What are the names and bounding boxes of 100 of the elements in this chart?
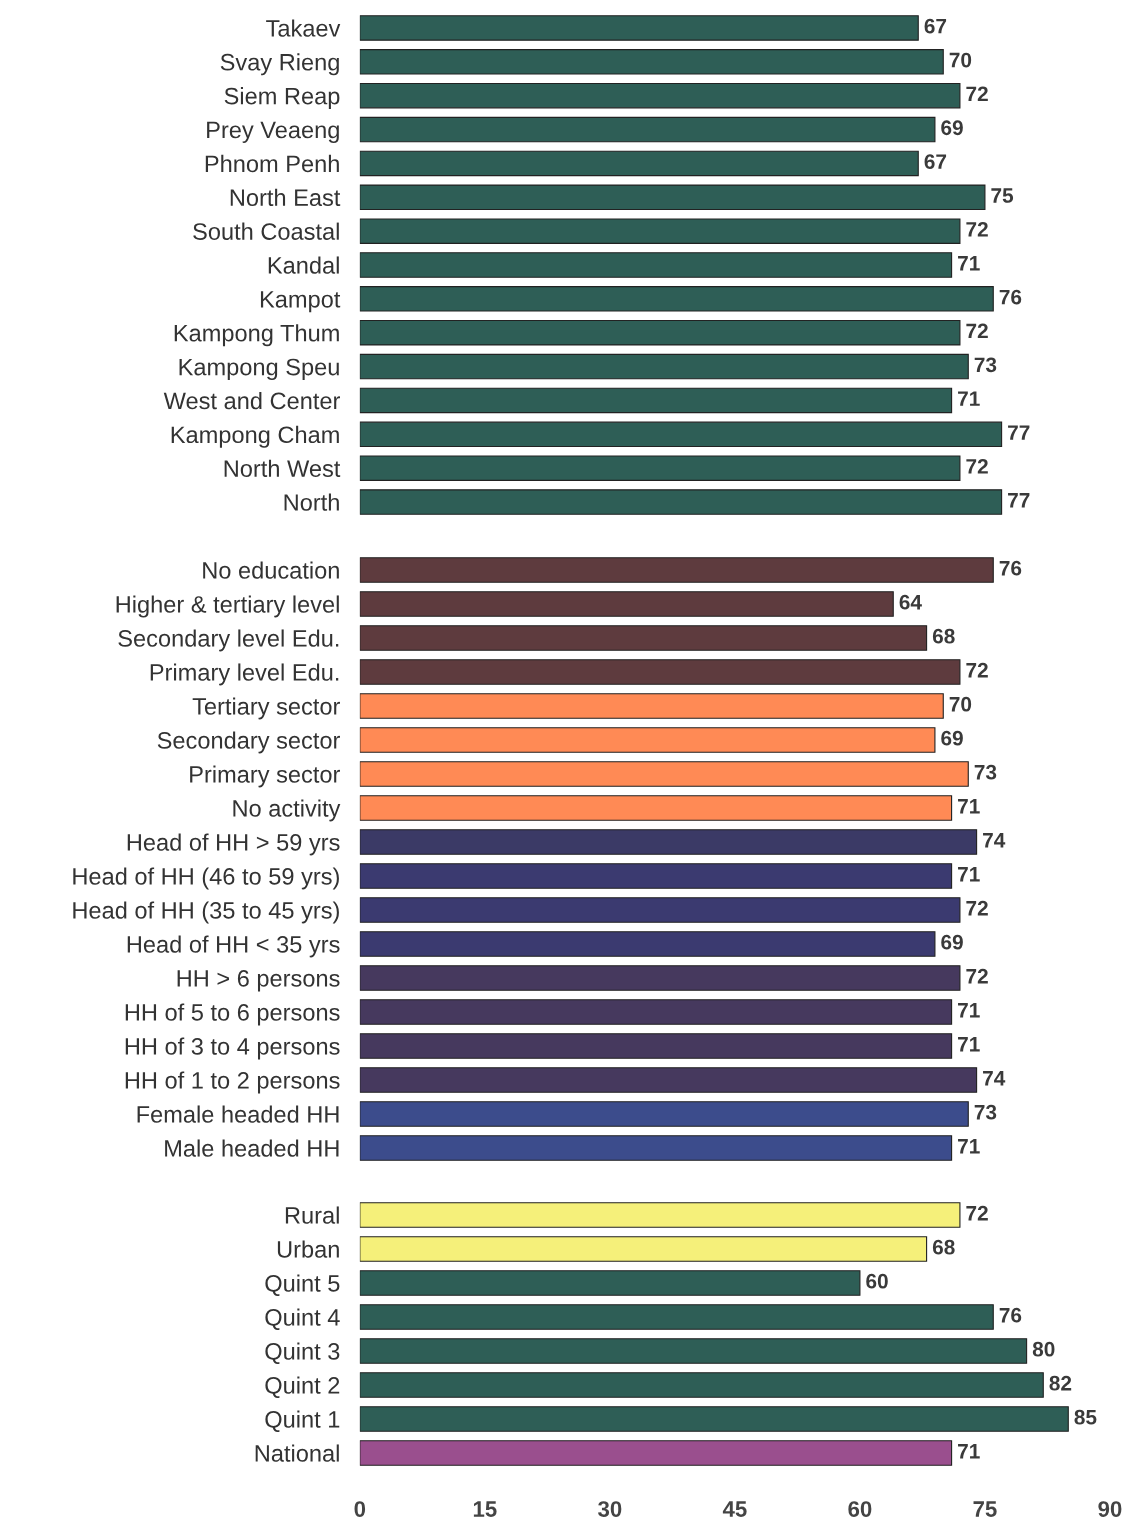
bar: [359, 965, 961, 991]
data-label: 71: [958, 1444, 980, 1459]
bar: [359, 150, 919, 177]
bar: [359, 897, 961, 923]
x-tick-label: 90: [1098, 1501, 1122, 1517]
y-tick-label: Prey Veaeng: [207, 121, 339, 143]
data-label: 68: [932, 1239, 955, 1255]
data-label: 64: [899, 594, 922, 610]
bar: [359, 184, 986, 211]
y-tick-label: Svay Rieng: [220, 53, 339, 76]
y-tick-label: HH of 5 to 6 persons: [125, 1003, 340, 1026]
y-tick-label: Tertiary sector: [192, 697, 341, 720]
bar: [359, 82, 961, 109]
y-tick-label: Primary level Edu.: [150, 663, 339, 686]
y-tick-label: Kampong Speu: [179, 358, 339, 381]
bar: [359, 1067, 978, 1093]
data-label: 71: [958, 867, 980, 882]
bar: [359, 1135, 953, 1161]
bar: [359, 1338, 1028, 1364]
y-tick-label: Female headed HH: [137, 1105, 339, 1123]
y-tick-label: Quint 4: [265, 1308, 340, 1331]
data-label: 69: [941, 934, 963, 950]
y-tick-label: North: [284, 493, 339, 511]
bar: [359, 319, 961, 346]
bar: [359, 421, 1003, 448]
y-tick-label: South Coastal: [193, 222, 339, 240]
data-label: 75: [991, 188, 1014, 203]
data-label: 72: [966, 459, 988, 474]
bar: [359, 1202, 961, 1228]
bar: [359, 49, 944, 75]
x-tick-label: 45: [722, 1501, 747, 1517]
bar: [359, 829, 978, 855]
bar: [359, 218, 961, 244]
data-label: 80: [1032, 1341, 1055, 1357]
data-label: 72: [966, 968, 988, 984]
data-label: 70: [949, 696, 972, 712]
data-label: 71: [958, 1139, 980, 1154]
bar: [359, 1372, 1044, 1398]
bar: [359, 1236, 928, 1262]
data-label: 71: [958, 799, 980, 814]
data-label: 71: [958, 256, 980, 271]
x-tick-label: 75: [973, 1501, 997, 1517]
data-label: 69: [941, 730, 963, 746]
data-label: 74: [983, 1071, 1006, 1086]
y-tick-label: Kampong Cham: [171, 425, 339, 448]
data-label: 67: [924, 154, 947, 169]
x-tick-label: 30: [598, 1501, 622, 1517]
y-tick-label: Takaev: [266, 19, 341, 37]
x-tick-label: 15: [473, 1501, 497, 1517]
data-label: 76: [999, 1307, 1022, 1323]
data-label: 73: [974, 357, 997, 373]
bar: [359, 455, 961, 481]
y-tick-label: HH of 3 to 4 persons: [125, 1037, 340, 1060]
y-tick-label: Kandal: [268, 256, 339, 274]
y-tick-label: Quint 1: [265, 1410, 340, 1433]
y-tick-label: West and Center: [163, 391, 341, 410]
bar: [359, 999, 953, 1025]
data-label: 60: [866, 1273, 888, 1289]
bar: [359, 1406, 1069, 1432]
bar: [359, 625, 928, 651]
y-tick-label: Higher & tertiary level: [116, 595, 339, 618]
data-label: 71: [958, 1037, 980, 1052]
y-tick-label: Kampot: [260, 291, 341, 313]
bar: [359, 1440, 953, 1466]
bar: [359, 727, 936, 753]
bar: [359, 353, 969, 380]
y-tick-label: North West: [224, 459, 341, 477]
bar: [359, 557, 994, 583]
bar: [359, 252, 953, 278]
y-tick-label: Kampong Thum: [174, 324, 339, 347]
bar: [359, 1101, 969, 1127]
y-tick-label: Quint 5: [265, 1274, 340, 1297]
bar: [359, 693, 944, 719]
y-tick-label: Quint 2: [265, 1376, 340, 1399]
data-label: 77: [1008, 425, 1030, 440]
y-tick-label: Quint 3: [265, 1342, 340, 1365]
bar: [359, 931, 936, 957]
data-label: 71: [958, 1003, 980, 1018]
bar: [359, 116, 936, 143]
y-tick-label: Head of HH (46 to 59 yrs): [73, 867, 339, 890]
bar: [359, 286, 994, 312]
bar: [359, 761, 969, 787]
bar: [359, 489, 1003, 515]
data-label: 85: [1074, 1409, 1097, 1425]
y-tick-label: National: [255, 1444, 339, 1462]
data-label: 72: [966, 1205, 988, 1221]
y-tick-label: Secondary level Edu.: [118, 629, 339, 652]
data-label: 72: [966, 86, 988, 102]
bar: [359, 1270, 861, 1296]
data-label: 82: [1049, 1375, 1072, 1391]
y-tick-label: No activity: [233, 799, 341, 822]
x-tick-label: 0: [354, 1501, 366, 1517]
data-label: 76: [999, 560, 1022, 576]
bar: [359, 659, 961, 685]
y-tick-label: Primary sector: [190, 765, 340, 788]
data-label: 72: [966, 662, 988, 678]
y-tick-label: Male headed HH: [165, 1139, 339, 1157]
bar: [359, 15, 919, 41]
data-label: 74: [983, 833, 1006, 848]
y-tick-label: Urban: [277, 1240, 339, 1258]
